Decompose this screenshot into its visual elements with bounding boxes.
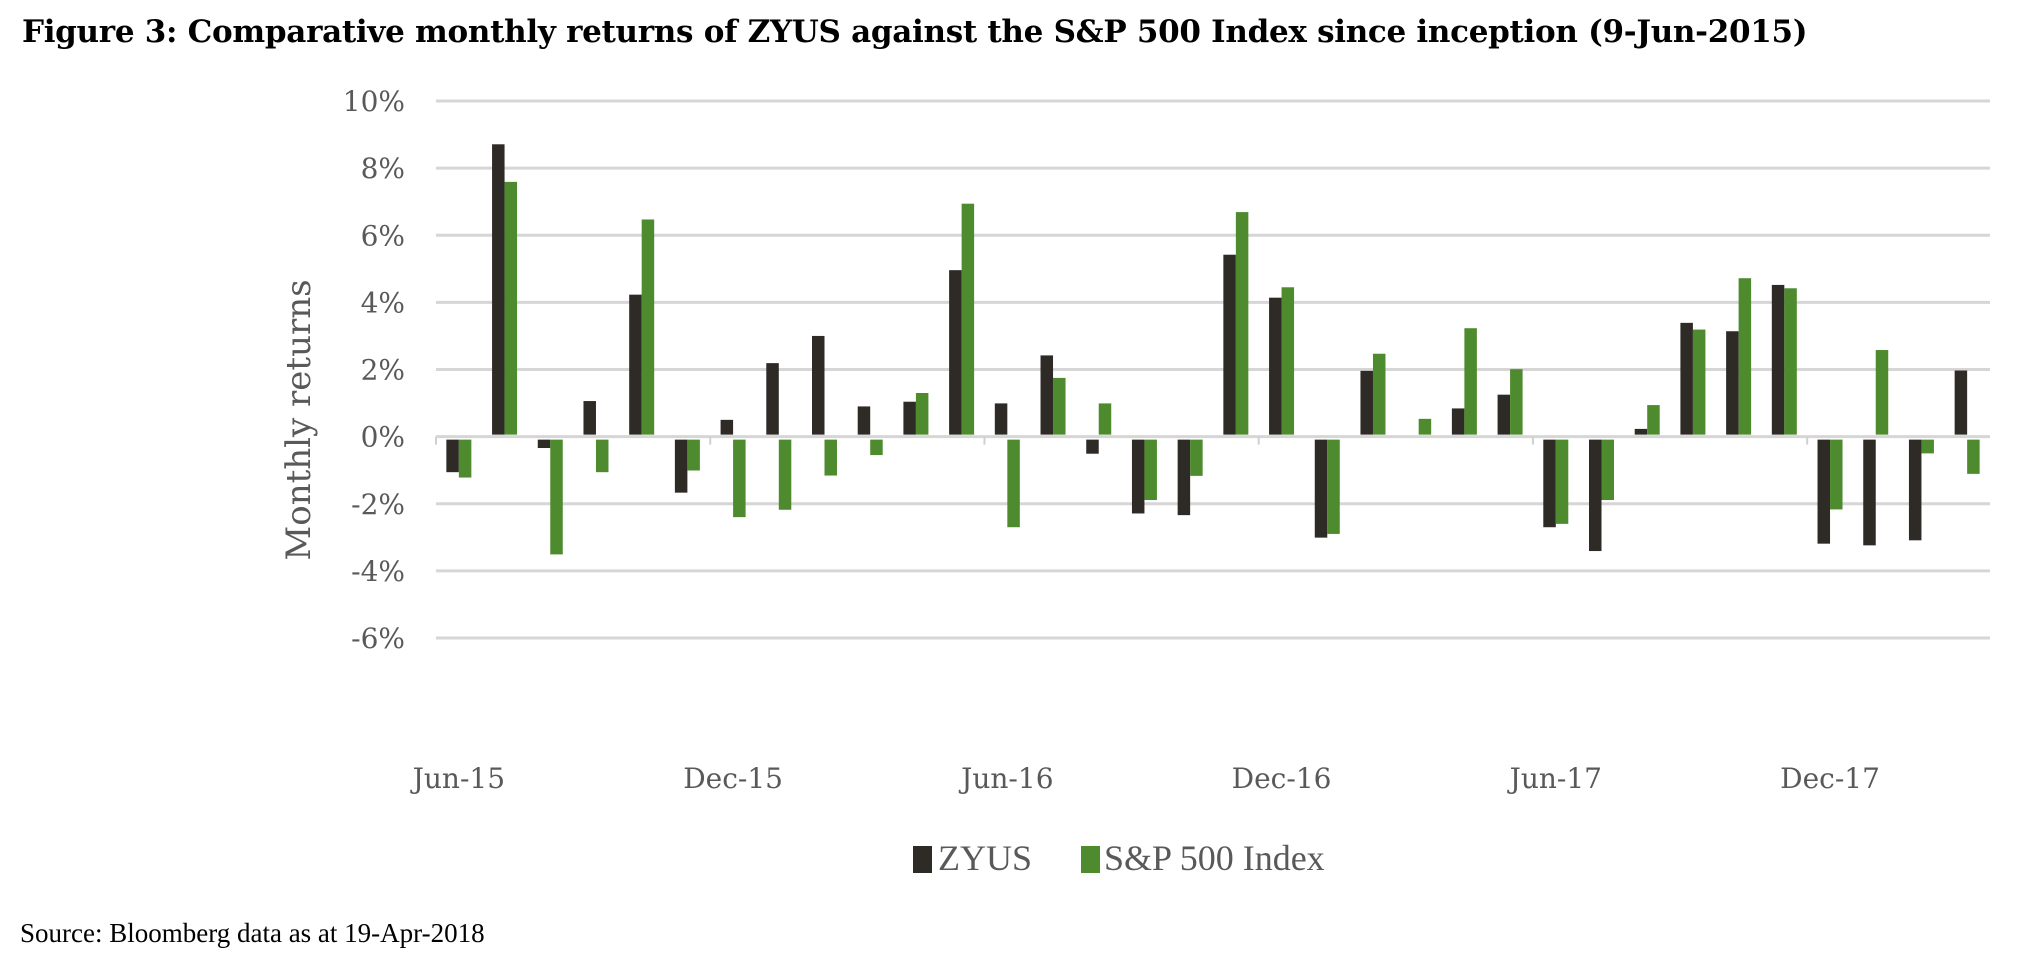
bar-zyus-jul-16 (1040, 355, 1054, 435)
bar-sp500-dec-15 (733, 439, 746, 518)
x-tick-label: Dec-17 (1780, 762, 1880, 795)
bar-sp500-jan-17 (1327, 439, 1340, 534)
bar-zyus-apr-17 (1451, 408, 1465, 435)
bars (446, 144, 1980, 555)
bar-zyus-mar-16 (857, 406, 871, 435)
bar-zyus-mar-18 (1954, 370, 1968, 435)
bar-sp500-oct-15 (641, 219, 655, 435)
bar-zyus-apr-16 (903, 401, 916, 435)
bar-sp500-jun-17 (1555, 439, 1569, 524)
bar-sp500-aug-15 (550, 439, 563, 555)
x-tick-labels: Jun-15 Dec-15 Jun-16 Dec-16 Jun-17 Dec-17 (410, 762, 1880, 795)
source-note: Source: Bloomberg data as at 19-Apr-2018 (20, 918, 485, 948)
y-tick-label: 8% (361, 152, 405, 185)
bar-zyus-nov-17 (1771, 284, 1785, 435)
y-axis-label: Monthly returns (279, 279, 319, 560)
bar-sp500-sep-15 (595, 439, 609, 473)
bar-sp500-aug-17 (1647, 405, 1660, 435)
legend-swatch-zyus (913, 846, 932, 873)
bar-sp500-aug-16 (1098, 403, 1112, 435)
bar-sp500-apr-17 (1464, 328, 1477, 435)
bar-sp500-feb-18 (1921, 439, 1934, 454)
bar-sp500-mar-18 (1967, 439, 1980, 474)
bar-zyus-jan-17 (1314, 439, 1328, 538)
bar-sp500-may-17 (1510, 369, 1523, 435)
bar-zyus-jun-17 (1543, 439, 1556, 528)
bar-zyus-jan-16 (766, 363, 779, 435)
x-tick-label: Dec-15 (683, 762, 783, 795)
bar-zyus-aug-16 (1086, 439, 1099, 454)
bar-zyus-dec-17 (1817, 439, 1831, 544)
bar-sp500-feb-17 (1372, 353, 1386, 435)
figure-title: Figure 3: Comparative monthly returns of… (22, 14, 1808, 50)
bar-zyus-jun-16 (994, 403, 1008, 435)
y-tick-label: -4% (351, 555, 405, 588)
bar-sp500-nov-15 (687, 439, 700, 471)
bar-sp500-oct-16 (1190, 439, 1203, 476)
y-tick-label: 10% (343, 85, 405, 118)
bar-sp500-jun-16 (1007, 439, 1020, 528)
bar-zyus-jun-15 (446, 439, 459, 473)
legend-label-sp500: S&P 500 Index (1104, 838, 1325, 878)
bar-zyus-sep-16 (1131, 439, 1145, 514)
x-tick-label: Dec-16 (1232, 762, 1332, 795)
bar-sp500-oct-17 (1738, 278, 1752, 435)
bar-zyus-feb-18 (1908, 439, 1922, 541)
bar-sp500-nov-16 (1235, 212, 1249, 435)
y-tick-label: 4% (361, 286, 405, 319)
y-tick-label: -6% (351, 622, 405, 655)
bar-sp500-jul-15 (504, 181, 518, 435)
x-tick-label: Jun-15 (410, 762, 505, 795)
y-tick-label: 6% (361, 219, 405, 252)
bar-sp500-sep-17 (1692, 329, 1706, 435)
bar-zyus-sep-17 (1680, 322, 1693, 435)
bar-sp500-apr-16 (915, 392, 929, 435)
bar-zyus-may-17 (1497, 394, 1511, 435)
bar-zyus-oct-17 (1726, 331, 1739, 435)
bar-zyus-dec-16 (1269, 297, 1282, 435)
y-tick-label: 2% (361, 354, 405, 387)
bar-sp500-jun-15 (458, 439, 472, 478)
legend: ZYUS S&P 500 Index (913, 838, 1325, 878)
bar-zyus-jul-17 (1589, 439, 1602, 552)
bar-zyus-feb-16 (812, 335, 825, 435)
bar-sp500-sep-16 (1144, 439, 1157, 501)
bar-sp500-mar-17 (1418, 418, 1432, 435)
bar-zyus-oct-15 (629, 294, 642, 435)
bar-sp500-feb-16 (824, 439, 837, 476)
x-tick-label: Jun-17 (1507, 762, 1602, 795)
bar-sp500-dec-17 (1830, 439, 1843, 510)
bar-zyus-oct-16 (1177, 439, 1191, 516)
y-tick-label: -2% (351, 488, 405, 521)
y-tick-label: 0% (361, 421, 405, 454)
gridlines (435, 99, 1990, 640)
bar-sp500-jan-16 (778, 439, 792, 510)
bar-zyus-jul-15 (492, 144, 505, 435)
bar-zyus-jan-18 (1863, 439, 1876, 546)
bar-zyus-feb-17 (1360, 370, 1373, 435)
bar-sp500-dec-16 (1281, 287, 1295, 435)
x-tick-label: Jun-16 (958, 762, 1053, 795)
legend-label-zyus: ZYUS (938, 838, 1032, 878)
bar-zyus-sep-15 (583, 401, 596, 435)
bar-sp500-may-16 (961, 203, 975, 435)
bar-sp500-jan-18 (1875, 350, 1889, 435)
bar-zyus-aug-17 (1634, 428, 1648, 435)
bar-zyus-nov-16 (1223, 254, 1236, 435)
legend-swatch-sp500 (1081, 846, 1100, 873)
bar-zyus-may-16 (949, 270, 962, 435)
bar-sp500-jul-17 (1601, 439, 1614, 501)
y-tick-labels: -6% -4% -2% 0% 2% 4% 6% 8% 10% (343, 85, 405, 655)
bar-zyus-dec-15 (720, 419, 734, 435)
bar-sp500-mar-16 (870, 439, 883, 456)
bar-sp500-nov-17 (1784, 288, 1797, 435)
bar-zyus-nov-15 (674, 439, 688, 493)
bar-zyus-aug-15 (537, 439, 551, 449)
bar-sp500-jul-16 (1053, 377, 1066, 435)
